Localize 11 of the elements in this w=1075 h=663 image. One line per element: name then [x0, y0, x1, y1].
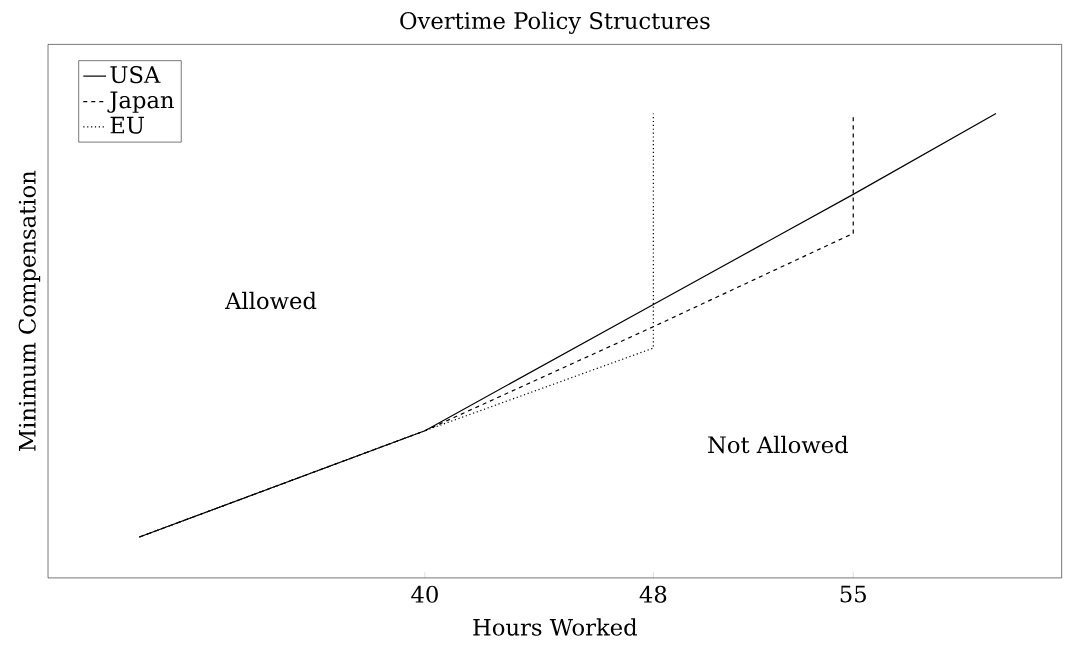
legend-label: EU [110, 116, 144, 134]
x-tick-label: 48 [639, 585, 667, 603]
legend-label: USA [110, 66, 161, 84]
legend-label: Japan [107, 91, 174, 113]
y-axis-title: Minimum Compensation [18, 170, 41, 452]
x-tick-label: 40 [411, 585, 438, 603]
x-axis-title: Hours Worked [473, 618, 637, 636]
chart-title: Overtime Policy Structures [400, 11, 710, 34]
x-tick-label: 55 [840, 585, 866, 603]
annotation: Allowed [224, 291, 317, 310]
annotation: Not Allowed [708, 435, 849, 454]
